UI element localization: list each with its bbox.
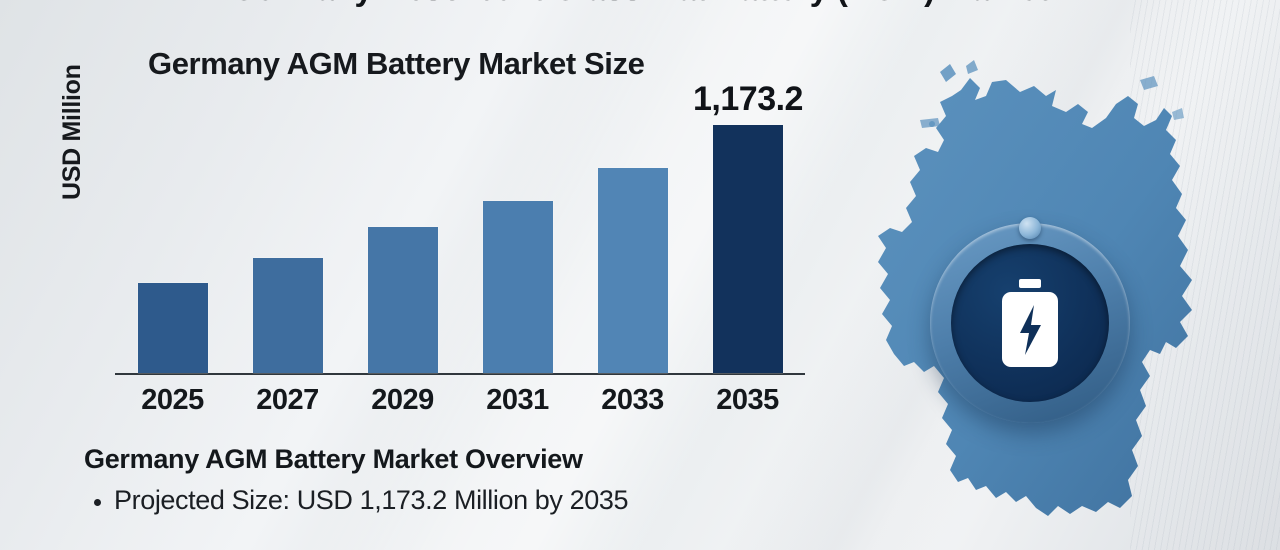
overview-bullet-list: Projected Size: USD 1,173.2 Million by 2… [84,483,844,518]
overview-bullet: Projected Size: USD 1,173.2 Million by 2… [94,483,844,518]
bar-2035: 1,173.2 [693,80,803,373]
bar-2031 [483,201,553,373]
y-axis-label: USD Million [58,64,86,200]
bar-2029 [368,227,438,373]
bar-2033 [598,168,668,373]
bar-chart: USD Million 1,173.2 2025 2027 2029 2031 2033… [58,64,805,416]
bar-2027 [253,258,323,373]
x-tick-2027: 2027 [256,384,319,416]
x-tick-2035: 2035 [716,384,779,416]
x-axis-line [115,373,805,375]
x-tick-2029: 2029 [371,384,434,416]
x-tick-2033: 2033 [601,384,664,416]
badge-indicator-dot [1019,217,1041,239]
plot-area: 1,173.2 [115,80,805,373]
battery-bolt-icon [1002,279,1058,367]
bar-2025 [138,283,208,373]
x-tick-2031: 2031 [486,384,549,416]
x-tick-2025: 2025 [141,384,204,416]
battery-badge [930,217,1130,423]
overview-title: Germany AGM Battery Market Overview [84,444,583,474]
page-title: Germany Absorbent Glass Mat Battery (AGM… [0,0,1280,8]
bar-value-label: 1,173.2 [693,80,803,118]
overview-section: Germany AGM Battery Market Overview Proj… [84,444,844,518]
chart-title: Germany AGM Battery Market Size [148,46,645,81]
